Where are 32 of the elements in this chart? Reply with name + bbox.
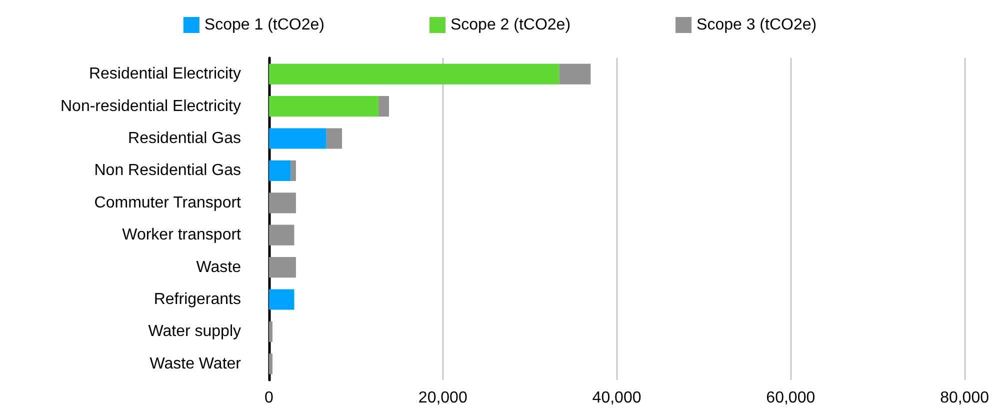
bar — [269, 96, 379, 117]
y-tick-label: Waste — [196, 258, 242, 276]
y-tick-label: Refrigerants — [154, 291, 241, 308]
x-tick-label: 20,000 — [418, 390, 468, 406]
legend-label: Scope 1 (tCO2e) — [204, 16, 324, 34]
bar — [269, 160, 291, 182]
x-tick-label: 80,000 — [940, 390, 990, 406]
bar — [269, 354, 272, 374]
y-tick-label: Residential Electricity — [88, 66, 241, 83]
bar — [269, 289, 294, 310]
bar — [269, 321, 272, 342]
legend-label: Scope 3 (tCO2e) — [696, 16, 817, 34]
bar — [269, 128, 326, 149]
y-tick-label: Residential Gas — [128, 130, 241, 147]
bar — [269, 64, 560, 84]
bar — [326, 128, 342, 149]
bar — [269, 192, 296, 214]
y-tick-label: Commuter Transport — [94, 194, 242, 212]
y-tick-label: Worker transport — [122, 226, 242, 244]
y-tick-label: Water supply — [148, 323, 241, 340]
x-tick-label: 60,000 — [766, 390, 816, 406]
bar — [559, 64, 591, 84]
y-tick-label: Non Residential Gas — [94, 162, 241, 180]
x-tick-label: 40,000 — [592, 390, 642, 406]
x-tick-label: 0 — [264, 390, 274, 406]
bar — [269, 256, 296, 278]
legend-label: Scope 2 (tCO2e) — [450, 16, 571, 34]
y-tick-label: Non-residential Electricity — [60, 98, 241, 115]
bar — [290, 160, 296, 182]
bar — [378, 96, 389, 117]
bar — [269, 224, 294, 246]
y-tick-label: Waste Water — [150, 355, 242, 372]
